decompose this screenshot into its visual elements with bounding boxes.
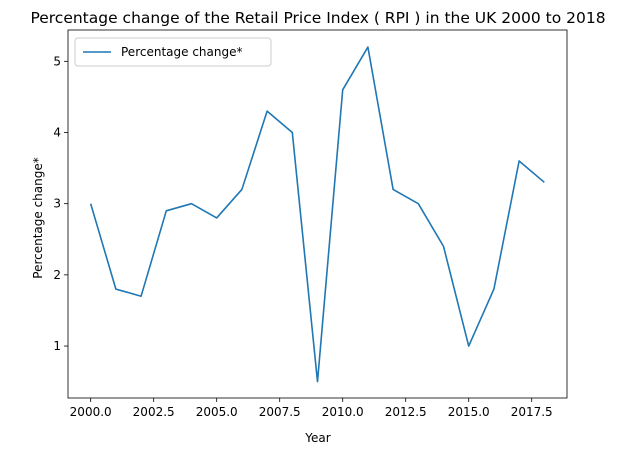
series-layer — [89, 46, 545, 383]
chart-title: Percentage change of the Retail Price In… — [30, 9, 605, 27]
series-line — [89, 46, 545, 383]
x-tick-label: 2015.0 — [448, 405, 490, 419]
x-tick-label: 2002.5 — [133, 405, 175, 419]
x-axis-label: Year — [304, 431, 330, 445]
y-tick-label: 2 — [53, 268, 61, 282]
y-axis: 1 2 3 4 5 — [53, 54, 68, 353]
x-tick-label: 2005.0 — [196, 405, 238, 419]
x-tick-label: 2010.0 — [322, 405, 364, 419]
plot-area — [67, 29, 568, 399]
legend-label: Percentage change* — [121, 45, 242, 59]
y-tick-label: 5 — [53, 54, 61, 68]
y-tick-label: 3 — [53, 197, 61, 211]
y-tick-label: 4 — [53, 125, 61, 139]
legend-box — [74, 37, 272, 67]
x-tick-label: 2000.0 — [70, 405, 112, 419]
plot-frame — [67, 29, 568, 399]
x-tick-label: 2017.5 — [511, 405, 553, 419]
x-axis: 2000.0 2002.5 2005.0 2007.5 2010.0 2012.5 2015… — [70, 398, 553, 419]
legend: Percentage change* — [74, 37, 272, 67]
y-tick-label: 1 — [53, 339, 61, 353]
y-axis-label: Percentage change* — [31, 157, 45, 278]
x-tick-label: 2007.5 — [259, 405, 301, 419]
x-tick-label: 2012.5 — [385, 405, 427, 419]
